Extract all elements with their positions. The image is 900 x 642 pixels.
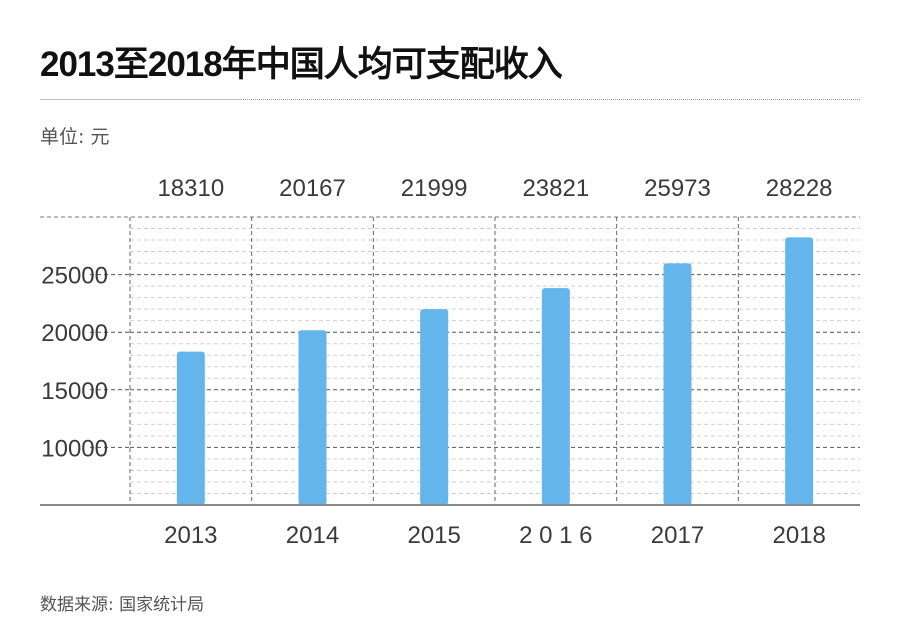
bar-2018 (785, 237, 814, 505)
x-tick-label: 2014 (286, 522, 339, 549)
x-tick-label: 2013 (164, 522, 217, 549)
x-tick-label: 2018 (772, 522, 825, 549)
y-tick-label: 25000 (41, 263, 108, 290)
value-label: 18310 (157, 175, 224, 202)
value-label: 25973 (644, 175, 711, 202)
unit-label: 单位: 元 (40, 126, 110, 148)
y-tick-label: 10000 (41, 435, 108, 462)
x-tick-label: 2017 (651, 522, 704, 549)
value-label: 23821 (522, 175, 589, 202)
value-label: 28228 (766, 175, 833, 202)
bar-2013 (176, 351, 205, 505)
y-tick-label: 15000 (41, 378, 108, 405)
bar-2014 (298, 330, 327, 505)
bar-2015 (420, 309, 449, 505)
title-divider (40, 99, 860, 100)
title-divider-accent (40, 99, 242, 100)
y-tick-label: 20000 (41, 320, 108, 347)
chart-title: 2013至2018年中国人均可支配收入 (40, 45, 563, 84)
bar-2016 (541, 288, 570, 505)
data-source: 数据来源: 国家统计局 (40, 595, 205, 615)
bar-2017 (663, 263, 692, 505)
x-tick-label: 2 0 1 6 (519, 522, 592, 549)
value-label: 20167 (279, 175, 346, 202)
x-tick-label: 2015 (407, 522, 460, 549)
value-label: 21999 (401, 175, 468, 202)
